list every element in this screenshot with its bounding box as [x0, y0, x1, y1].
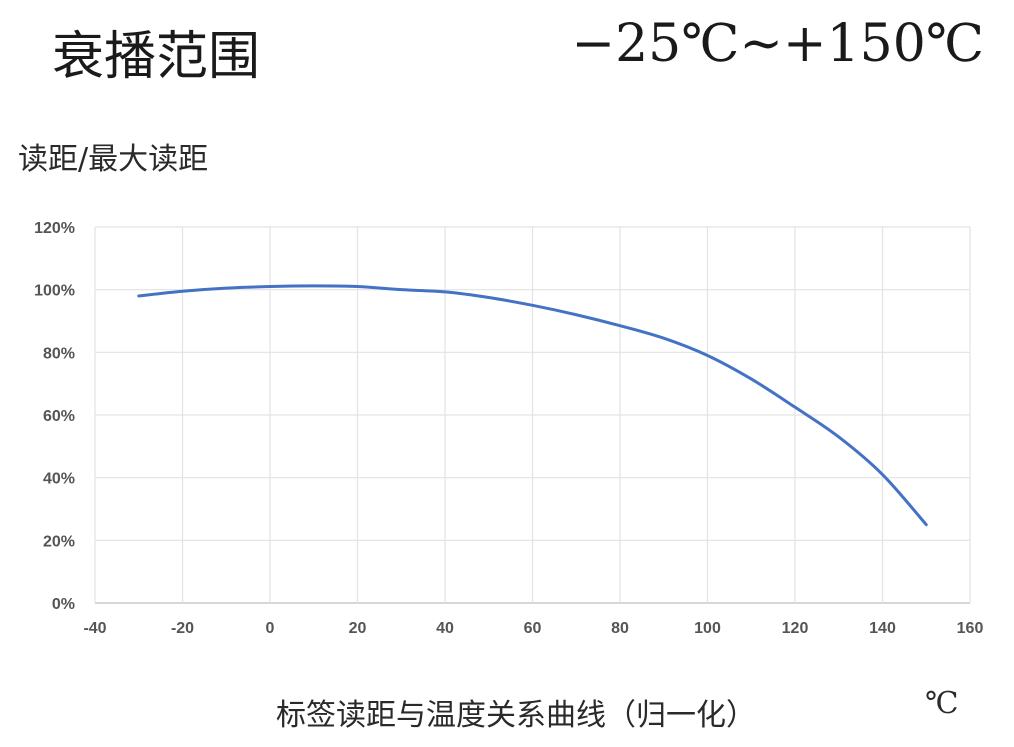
page-title: 衰播范围	[52, 27, 261, 87]
x-tick-label: -40	[83, 620, 106, 637]
x-tick-label: 40	[436, 620, 454, 637]
x-tick-label: 120	[782, 620, 809, 637]
y-tick-label: 40%	[43, 471, 75, 488]
y-tick-label: 60%	[43, 408, 75, 425]
y-tick-label: 120%	[34, 220, 75, 237]
y-tick-label: 0%	[52, 596, 75, 613]
x-tick-label: 80	[611, 620, 629, 637]
y-tick-label: 20%	[43, 533, 75, 550]
x-tick-label: -20	[171, 620, 194, 637]
temperature-range: −25℃~+150℃	[571, 14, 984, 74]
y-tick-label: 80%	[43, 345, 75, 362]
x-tick-label: 100	[694, 620, 721, 637]
x-tick-label: 60	[524, 620, 542, 637]
x-axis-label: 标签读距与温度关系曲线（归一化）	[276, 698, 756, 733]
x-tick-label: 140	[869, 620, 896, 637]
x-tick-label: 0	[266, 620, 275, 637]
y-tick-label: 100%	[34, 283, 75, 300]
series-line	[137, 284, 928, 527]
x-tick-label: 160	[957, 620, 984, 637]
x-axis-unit: ℃	[925, 686, 959, 721]
y-axis-label: 读距/最大读距	[18, 142, 209, 177]
x-tick-label: 20	[349, 620, 367, 637]
